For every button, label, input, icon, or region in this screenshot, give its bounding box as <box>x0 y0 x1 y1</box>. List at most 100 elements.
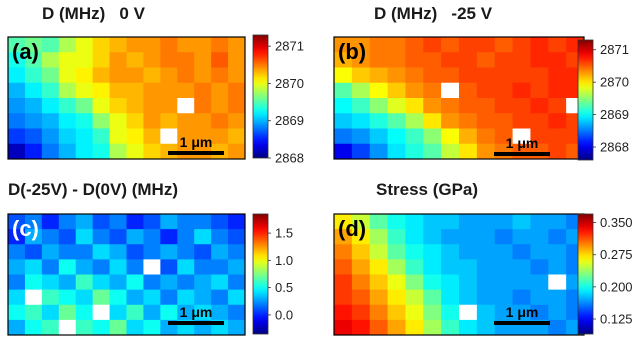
colorbar-tick-label: 2871 <box>275 39 304 54</box>
map-pixel <box>334 113 352 129</box>
map-pixel <box>93 305 110 321</box>
map-pixel <box>59 290 76 306</box>
map-pixel <box>388 37 406 53</box>
map-pixel <box>127 275 144 291</box>
map-pixel <box>405 275 423 291</box>
map-pixel <box>423 129 441 145</box>
map-pixel <box>459 275 477 291</box>
map-pixel <box>530 37 548 53</box>
map-pixel <box>42 305 59 321</box>
map-pixel <box>405 320 423 336</box>
map-pixel <box>93 275 110 291</box>
map-pixel <box>110 275 127 291</box>
map-pixel <box>143 98 160 114</box>
map-pixel <box>370 259 388 275</box>
map-pixel <box>110 305 127 321</box>
map-pixel <box>211 244 228 260</box>
map-pixel <box>160 275 177 291</box>
map-pixel <box>370 113 388 129</box>
map-pixel <box>42 83 59 99</box>
map-pixel <box>459 113 477 129</box>
map-pixel <box>548 259 566 275</box>
map-pixel <box>423 244 441 260</box>
map-pixel <box>477 275 495 291</box>
map-pixel <box>211 98 228 114</box>
map-pixel <box>370 229 388 245</box>
map-pixel <box>495 83 513 99</box>
map-pixel <box>423 37 441 53</box>
map-pixel <box>405 98 423 114</box>
map-pixel <box>334 98 352 114</box>
map-pixel <box>42 275 59 291</box>
map-pixel <box>177 290 194 306</box>
map-pixel <box>441 83 459 99</box>
map-pixel <box>388 320 406 336</box>
map-pixel <box>93 113 110 129</box>
map-pixel <box>405 244 423 260</box>
map-pixel <box>110 37 127 53</box>
map-pixel <box>177 229 194 245</box>
map-pixel <box>8 83 25 99</box>
map-pixel <box>548 214 566 230</box>
map-pixel <box>127 113 144 129</box>
map-pixel <box>110 129 127 145</box>
map-pixel <box>76 83 93 99</box>
colorbar-tick-label: 2868 <box>275 151 304 166</box>
map-pixel <box>194 98 211 114</box>
map-pixel <box>228 113 245 129</box>
map-pixel <box>177 214 194 230</box>
map-pixel <box>228 229 245 245</box>
map-pixel <box>334 68 352 84</box>
panel-label-d: (d) <box>338 216 366 241</box>
map-pixel <box>42 229 59 245</box>
map-pixel <box>59 83 76 99</box>
map-pixel <box>8 290 25 306</box>
map-pixel <box>8 113 25 129</box>
map-pixel <box>93 68 110 84</box>
map-pixel <box>513 52 531 68</box>
map-pixel <box>42 113 59 129</box>
map-pixel <box>459 229 477 245</box>
map-pixel <box>143 129 160 145</box>
map-pixel <box>513 290 531 306</box>
map-pixel <box>194 113 211 129</box>
map-pixel <box>228 214 245 230</box>
map-pixel <box>127 129 144 145</box>
map-pixel <box>127 144 144 160</box>
map-pixel <box>530 244 548 260</box>
colorbar-tick-label: 2870 <box>275 76 304 91</box>
map-pixel <box>160 52 177 68</box>
map-pixel <box>160 290 177 306</box>
map-pixel <box>228 305 245 321</box>
map-pixel <box>352 259 370 275</box>
map-pixel <box>334 83 352 99</box>
map-pixel <box>530 229 548 245</box>
map-pixel <box>59 229 76 245</box>
map-pixel <box>423 144 441 160</box>
map-pixel <box>352 320 370 336</box>
map-pixel <box>441 214 459 230</box>
scale-bar-label: 1 μm <box>506 135 539 151</box>
map-pixel <box>127 229 144 245</box>
map-pixel <box>110 68 127 84</box>
map-pixel <box>76 275 93 291</box>
map-pixel <box>177 83 194 99</box>
map-pixel <box>93 83 110 99</box>
map-pixel <box>160 259 177 275</box>
map-pixel <box>110 229 127 245</box>
map-pixel <box>110 259 127 275</box>
map-pixel <box>177 98 194 114</box>
map-pixel <box>548 275 566 291</box>
map-pixel <box>405 229 423 245</box>
map-pixel <box>370 98 388 114</box>
map-pixel <box>143 37 160 53</box>
map-pixel <box>441 68 459 84</box>
map-pixel <box>93 229 110 245</box>
map-pixel <box>127 214 144 230</box>
map-pixel <box>530 214 548 230</box>
map-pixel <box>441 52 459 68</box>
map-pixel <box>388 83 406 99</box>
map-pixel <box>127 68 144 84</box>
map-pixel <box>548 83 566 99</box>
map-pixel <box>423 113 441 129</box>
